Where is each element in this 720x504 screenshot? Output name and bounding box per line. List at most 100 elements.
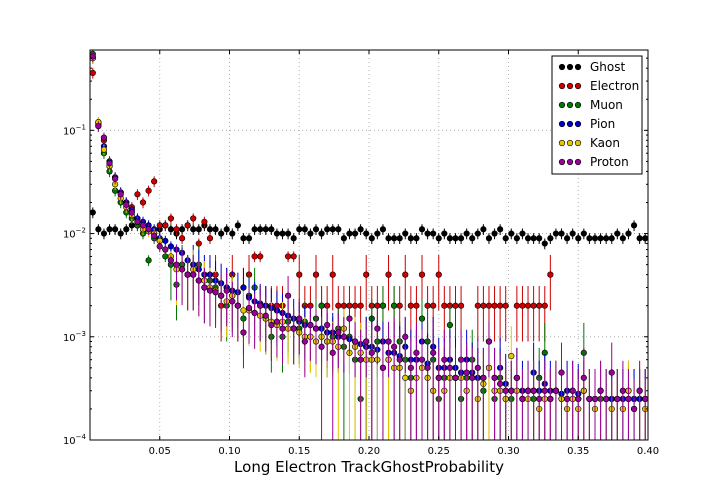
- data-point: [290, 235, 297, 242]
- data-point: [100, 134, 108, 141]
- data-point: [162, 222, 169, 229]
- data-point: [630, 405, 638, 413]
- data-point: [597, 387, 604, 394]
- data-point: [642, 235, 648, 242]
- data-point: [474, 364, 481, 371]
- data-point: [245, 304, 253, 312]
- data-point: [435, 271, 442, 278]
- data-point: [318, 302, 325, 309]
- data-point: [457, 356, 465, 363]
- data-point: [446, 235, 454, 242]
- data-point: [446, 364, 454, 371]
- data-point: [324, 321, 331, 329]
- data-point: [452, 302, 459, 309]
- data-point: [569, 230, 576, 237]
- data-point: [541, 387, 548, 394]
- data-point: [491, 302, 498, 309]
- data-point: [608, 369, 615, 376]
- data-point: [603, 395, 610, 403]
- y-tick-label: 10−2: [63, 227, 86, 241]
- data-point: [497, 302, 504, 309]
- data-point: [591, 235, 599, 242]
- data-point: [508, 387, 515, 394]
- legend-marker: [566, 158, 574, 166]
- legend-label-electron: Electron: [590, 79, 639, 93]
- data-point: [206, 287, 214, 294]
- y-tick-base: 10: [63, 230, 76, 241]
- data-point: [452, 374, 459, 381]
- data-point: [167, 243, 175, 250]
- legend-marker: [566, 82, 574, 90]
- data-point: [106, 226, 113, 233]
- data-point: [497, 380, 504, 387]
- legend-marker: [574, 82, 582, 90]
- data-point: [123, 201, 130, 208]
- data-point: [474, 230, 481, 237]
- data-point: [357, 356, 364, 363]
- data-point: [329, 349, 336, 356]
- data-point: [279, 230, 286, 237]
- data-point: [273, 318, 281, 325]
- data-point: [184, 271, 191, 278]
- y-tick-base: 10: [63, 333, 76, 344]
- legend-marker: [566, 139, 574, 147]
- data-point: [391, 343, 398, 350]
- data-point: [296, 271, 303, 278]
- legend-marker: [558, 158, 566, 166]
- y-tick-base: 10: [63, 126, 76, 137]
- data-point: [301, 226, 308, 233]
- data-point: [385, 235, 392, 242]
- data-point: [340, 333, 347, 340]
- data-point: [430, 349, 437, 356]
- data-point: [212, 289, 219, 296]
- data-point: [402, 230, 409, 237]
- data-point: [497, 226, 504, 233]
- data-point: [619, 387, 626, 394]
- data-point: [547, 235, 554, 242]
- data-point: [530, 387, 537, 394]
- x-tick-label: 0.15: [288, 446, 310, 457]
- data-point: [279, 325, 286, 332]
- data-point: [351, 302, 359, 309]
- data-point: [391, 302, 398, 309]
- data-point: [374, 302, 381, 309]
- data-point: [385, 338, 392, 345]
- data-point: [469, 235, 476, 242]
- data-point: [541, 240, 548, 247]
- data-point: [363, 271, 370, 278]
- data-point: [524, 235, 532, 242]
- data-point: [508, 230, 515, 237]
- legend-label-muon: Muon: [590, 98, 623, 112]
- series-proton: [90, 51, 648, 440]
- data-point: [385, 271, 392, 278]
- data-point: [558, 230, 565, 237]
- data-point: [240, 284, 247, 291]
- data-point: [151, 178, 158, 185]
- data-point: [134, 191, 141, 198]
- data-point: [418, 226, 426, 233]
- data-point: [178, 226, 186, 233]
- data-point: [145, 257, 152, 264]
- data-point: [513, 235, 520, 242]
- data-point: [519, 302, 526, 309]
- data-point: [519, 230, 526, 237]
- data-point: [190, 215, 197, 222]
- data-point: [134, 218, 141, 225]
- data-point: [223, 287, 230, 294]
- data-point: [284, 230, 292, 237]
- data-point: [519, 395, 526, 403]
- data-point: [608, 235, 615, 242]
- data-point: [424, 230, 431, 237]
- data-point: [290, 253, 297, 260]
- data-point: [324, 226, 331, 233]
- data-point: [190, 226, 197, 233]
- data-point: [457, 302, 465, 309]
- data-point: [128, 209, 135, 216]
- data-point: [262, 226, 269, 233]
- data-point: [167, 215, 175, 222]
- data-point: [312, 226, 320, 233]
- data-point: [625, 230, 632, 237]
- data-point: [284, 253, 292, 260]
- data-point: [273, 230, 281, 237]
- data-point: [173, 261, 180, 268]
